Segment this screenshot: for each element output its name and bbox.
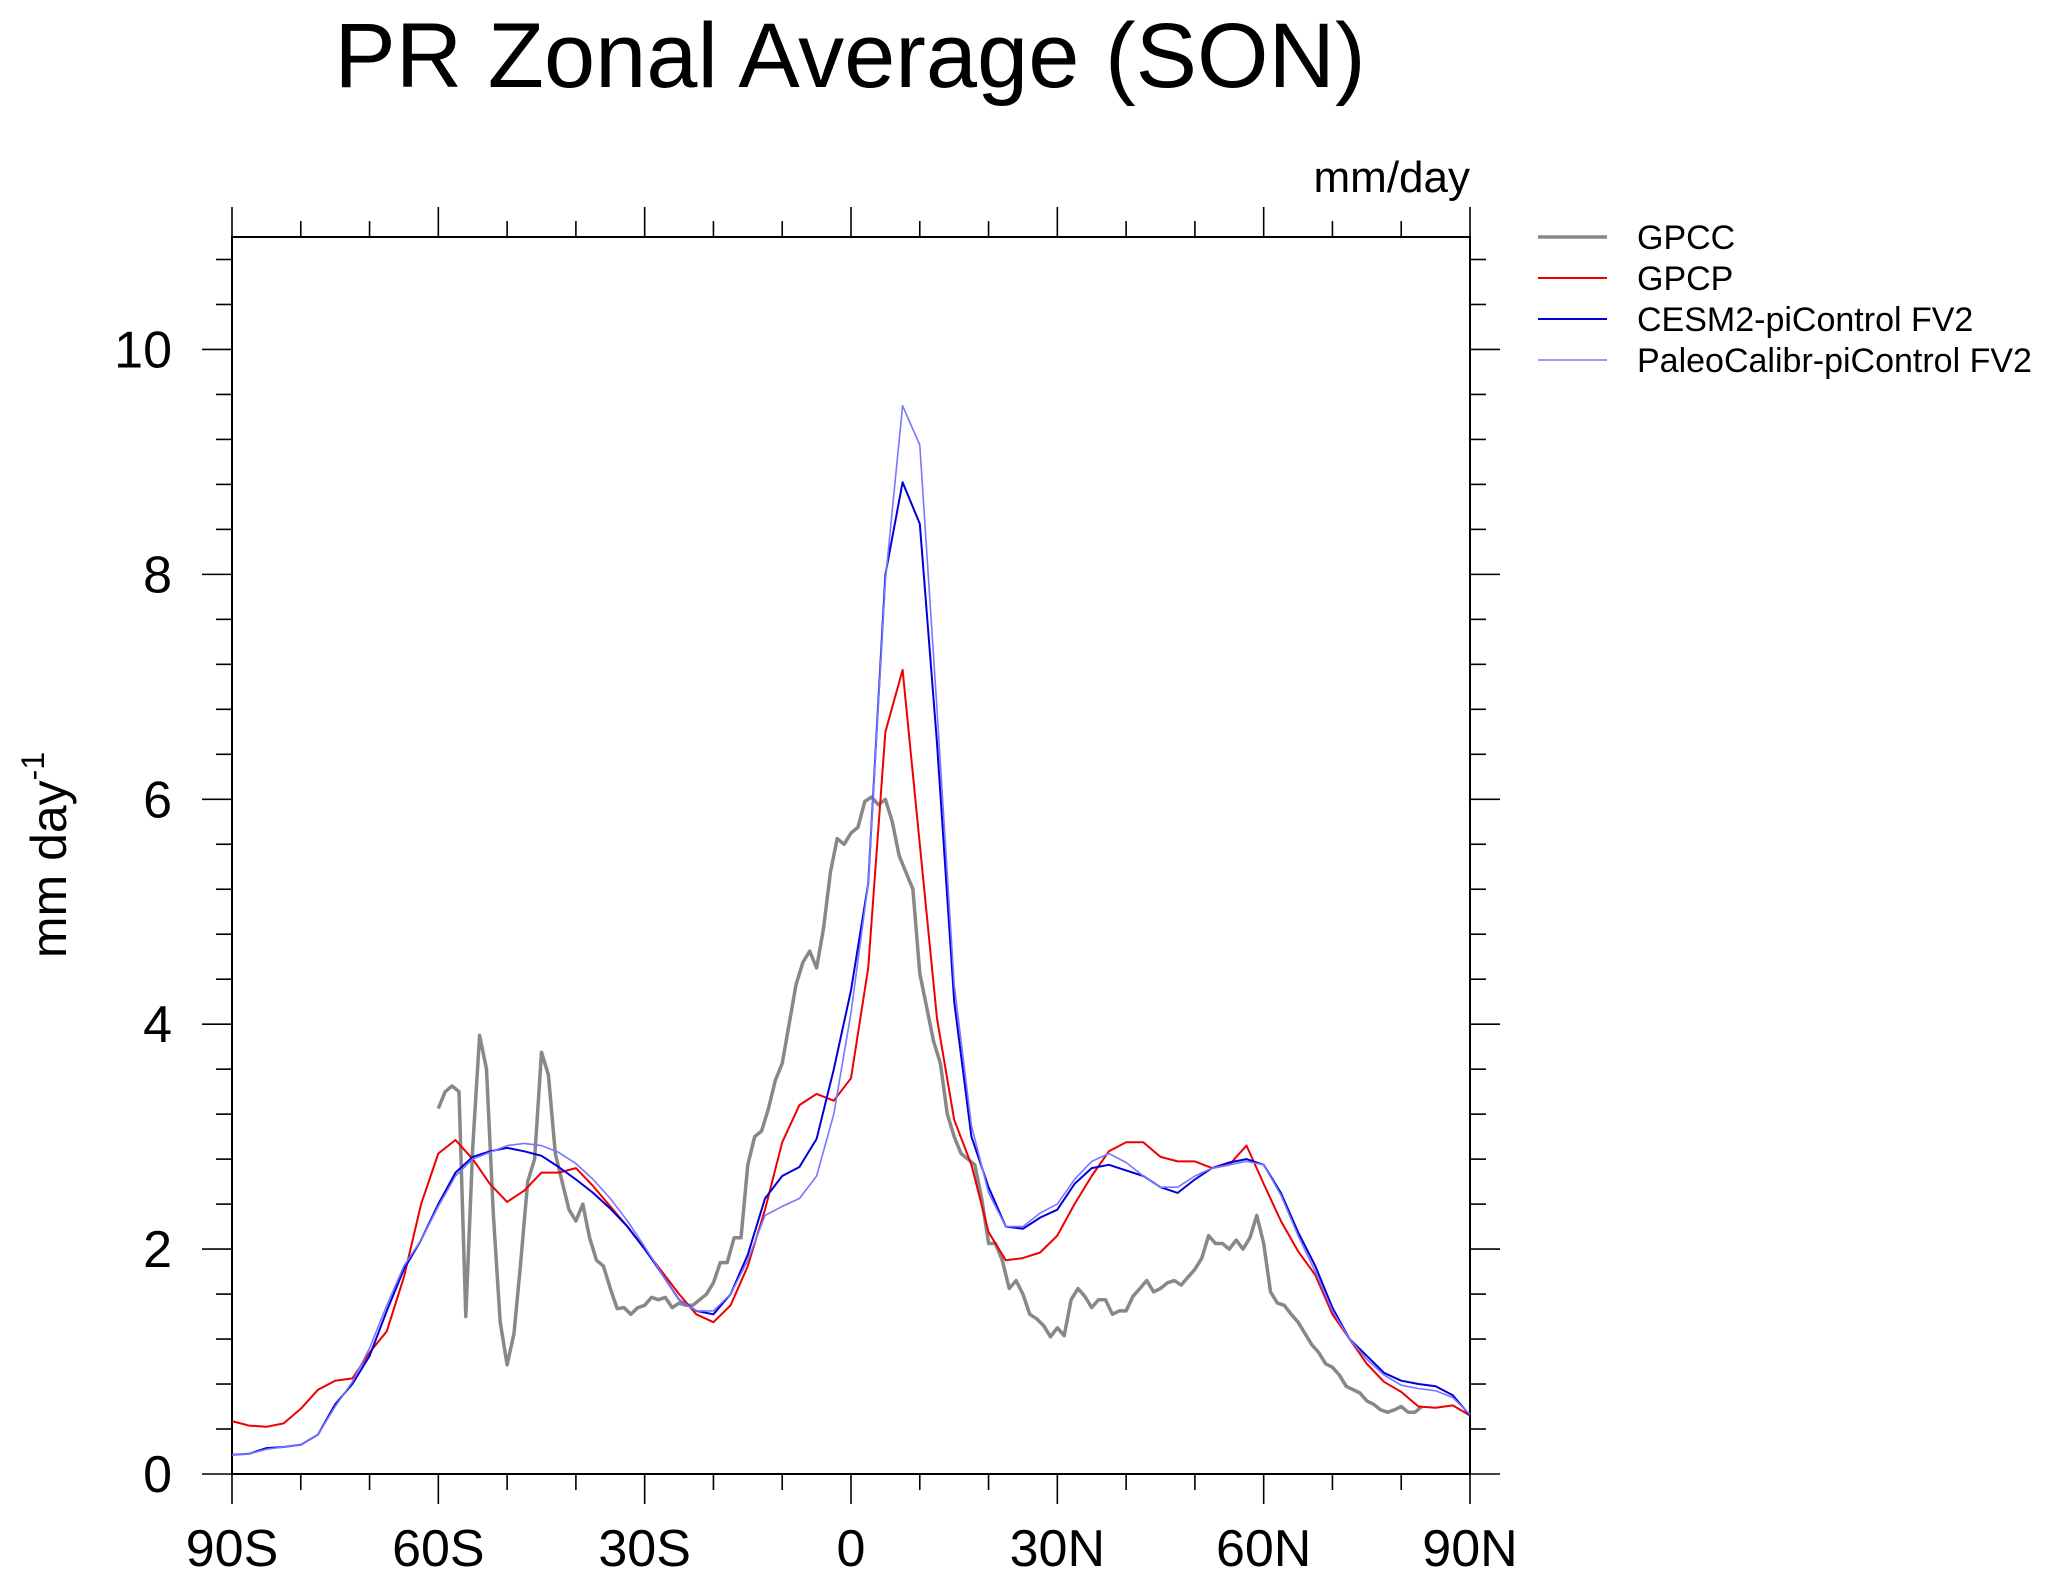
x-tick-label: 30N — [1010, 1520, 1105, 1578]
legend-label-paleocalibr-picontrol-fv2: PaleoCalibr-piControl FV2 — [1637, 342, 2032, 380]
series-line-gpcp — [231, 668, 1471, 1428]
x-tick-label: 0 — [837, 1520, 866, 1578]
units-label: mm/day — [1314, 153, 1470, 202]
series-line-gpcc — [436, 795, 1424, 1414]
y-tick-label: 8 — [143, 546, 172, 604]
y-tick-label: 6 — [143, 771, 172, 829]
y-tick-label: 2 — [143, 1221, 172, 1279]
y-tick-label: 4 — [143, 996, 172, 1054]
x-tick-label: 60S — [392, 1520, 485, 1578]
series-line-cesm2-picontrol-fv2 — [231, 481, 1471, 1456]
x-tick-label: 60N — [1216, 1520, 1311, 1578]
y-axis-label-superscript: -1 — [15, 752, 51, 780]
y-axis-label: mm day-1 — [15, 752, 77, 958]
y-tick-label: 10 — [114, 321, 172, 379]
major-ticks — [202, 207, 1500, 1504]
y-tick-label: 0 — [143, 1446, 172, 1504]
x-tick-label: 90N — [1422, 1520, 1517, 1578]
series-line-paleocalibr-picontrol-fv2 — [231, 404, 1471, 1456]
legend-label-gpcp: GPCP — [1637, 260, 1733, 298]
x-tick-label: 90S — [186, 1520, 279, 1578]
minor-ticks — [216, 221, 1486, 1490]
legend-label-gpcc: GPCC — [1637, 219, 1735, 257]
y-axis-label-text: mm day — [21, 780, 77, 958]
chart-title: PR Zonal Average (SON) — [334, 5, 1366, 107]
series-lines — [231, 404, 1471, 1456]
tick-labels: 90S 60S 30S 0 30N 60N 90N 0 2 4 6 8 10 — [114, 321, 1518, 1578]
x-tick-label: 30S — [598, 1520, 691, 1578]
legend-label-cesm2-picontrol-fv2: CESM2-piControl FV2 — [1637, 301, 1973, 339]
plot-frame — [231, 236, 1471, 1475]
